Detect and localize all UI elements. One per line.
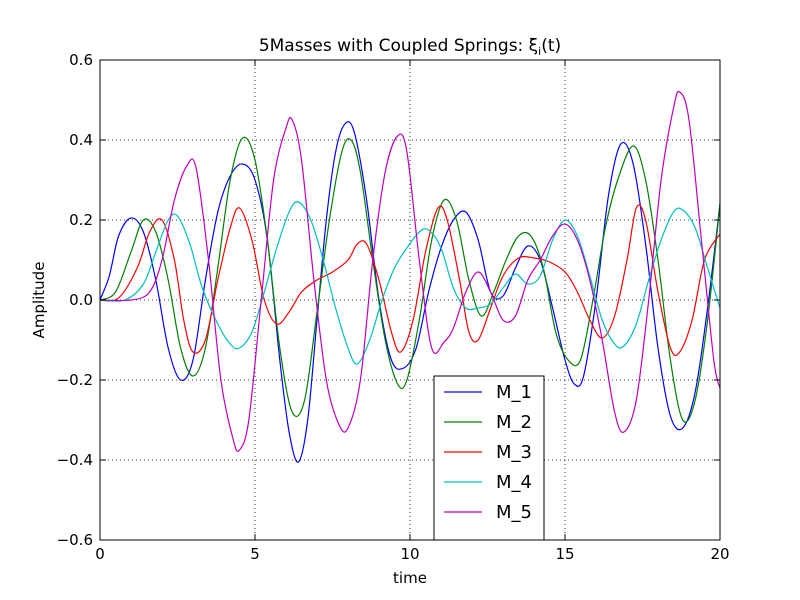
- series-line-m-5: [100, 90, 720, 453]
- series-line-m-1: [100, 121, 720, 463]
- x-tick-label: 15: [555, 545, 574, 563]
- legend-label: M_3: [496, 442, 532, 463]
- grid-lines: [100, 60, 720, 540]
- x-tick-label: 10: [400, 545, 419, 563]
- y-tick-label: 0.2: [69, 211, 93, 229]
- y-tick-label: −0.6: [57, 531, 93, 549]
- series-lines: [100, 90, 720, 463]
- legend-label: M_1: [496, 382, 532, 403]
- series-line-m-3: [100, 204, 720, 357]
- axis-ticks: 0 5 10 15 20 −0.6 −0.4 −0.2 0.0 0.2 0.4 0.6: [57, 51, 730, 563]
- series-line-m-2: [100, 136, 720, 423]
- legend-label: M_4: [496, 472, 532, 493]
- legend-box: [433, 375, 545, 541]
- x-tick-label: 20: [710, 545, 729, 563]
- x-tick-label: 5: [250, 545, 260, 563]
- y-tick-label: −0.2: [57, 371, 93, 389]
- y-tick-label: −0.4: [57, 451, 93, 469]
- x-tick-label: 0: [95, 545, 105, 563]
- legend-label: M_2: [496, 412, 532, 433]
- chart-title: 5Masses with Coupled Springs: ξi(t): [259, 36, 561, 58]
- y-axis-label: Amplitude: [30, 262, 48, 339]
- legend: M_1 M_2 M_3 M_4 M_5: [433, 375, 545, 541]
- series-line-m-4: [100, 201, 720, 365]
- x-axis-label: time: [393, 569, 427, 587]
- y-tick-label: 0.6: [69, 51, 93, 69]
- y-tick-label: 0.0: [69, 291, 93, 309]
- y-tick-label: 0.4: [69, 131, 93, 149]
- legend-label: M_5: [496, 502, 532, 523]
